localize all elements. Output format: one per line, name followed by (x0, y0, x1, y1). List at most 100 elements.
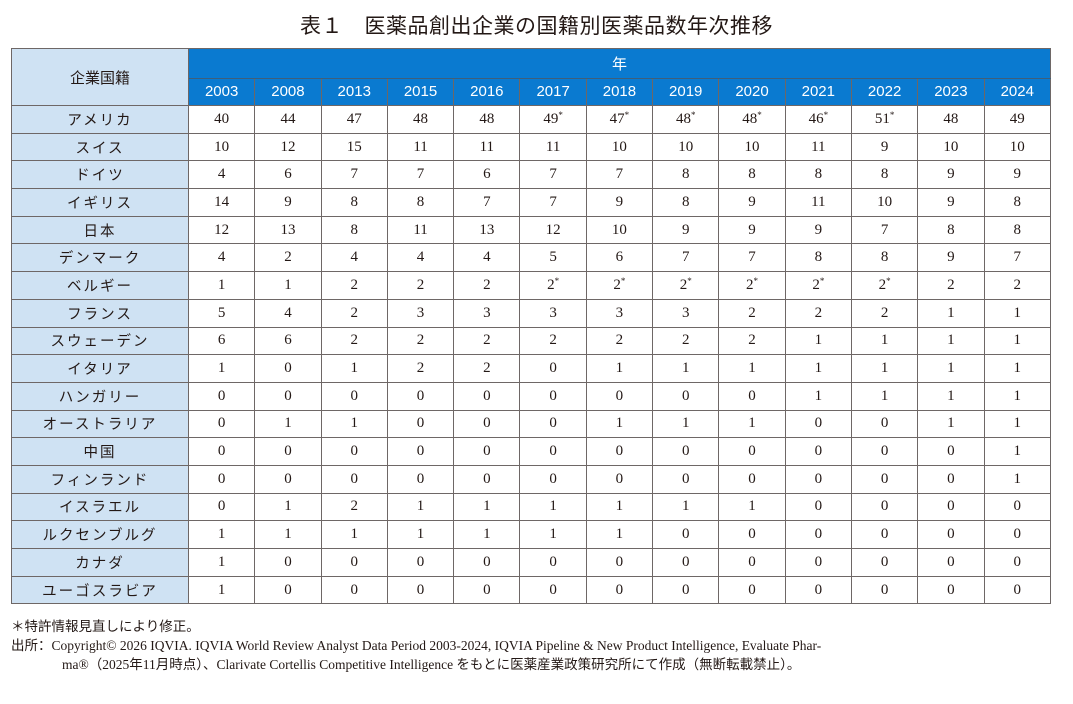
value-cell: 1 (585, 520, 654, 549)
value-cell: 0 (453, 437, 521, 466)
value-cell: 14 (187, 188, 256, 217)
value-cell: 1 (983, 381, 1052, 411)
value-cell: 1 (254, 520, 322, 549)
year-header-2021: 2021 (784, 77, 852, 107)
value-cell: 2 (386, 271, 455, 300)
country-name-cell: オーストラリア (11, 409, 189, 439)
value-cell: 1 (917, 381, 985, 411)
value-cell: 0 (254, 437, 322, 466)
value-cell: 46* (784, 105, 852, 134)
value-cell: 1 (983, 298, 1052, 328)
revision-asterisk: * (624, 109, 630, 120)
value-cell: 1 (983, 437, 1052, 466)
value-cell: 47* (585, 105, 654, 134)
value-cell: 9 (917, 188, 985, 217)
year-header-2008: 2008 (254, 77, 322, 107)
value-cell: 0 (453, 464, 521, 494)
value-cell: 4 (453, 243, 521, 273)
revision-asterisk: * (757, 109, 762, 120)
value-cell: 51* (850, 105, 919, 134)
value-cell: 2 (320, 298, 388, 328)
value-cell: 0 (652, 520, 720, 549)
value-cell: 49 (983, 105, 1052, 134)
value-cell: 0 (254, 464, 322, 494)
value-cell: 8 (784, 243, 852, 273)
value-cell: 7 (718, 243, 786, 273)
year-header-2017: 2017 (519, 77, 587, 107)
value-cell: 0 (652, 548, 720, 577)
value-cell: 0 (784, 548, 852, 577)
value-cell: 1 (718, 492, 786, 522)
value-cell: 0 (254, 381, 322, 411)
country-name-cell: 中国 (11, 437, 189, 466)
value-cell: 1 (320, 520, 388, 549)
table-row: イスラエル 0 1 2 1 1 1 1 1 1 0 0 0 0 (11, 492, 1052, 522)
source-line-2: ma®（2025年11月時点）、Clarivate Cortellis Comp… (62, 657, 801, 672)
value-cell: 7 (386, 160, 455, 190)
drug-count-by-nationality-table: 企業国籍 年 2003 2008 2013 2015 2016 2017 2018 2019 2… (11, 48, 1052, 605)
value-cell: 2 (320, 492, 388, 522)
table-row: アメリカ 40 44 47 48 48 49* 47* 48* 48* 46* 51* 48 49 (11, 105, 1052, 134)
value-cell: 1 (917, 326, 985, 356)
value-cell: 0 (983, 548, 1052, 577)
table-row: ユーゴスラビア 1 0 0 0 0 0 0 0 0 0 0 0 0 (11, 575, 1052, 605)
value-cell: 2 (320, 326, 388, 356)
value-cell: 1 (585, 492, 654, 522)
value-cell: 40 (187, 105, 256, 134)
value-cell: 49* (519, 105, 587, 134)
year-header-2024: 2024 (983, 77, 1052, 107)
value-cell: 6 (585, 243, 654, 273)
value-cell: 0 (453, 381, 521, 411)
country-name-cell: カナダ (11, 548, 189, 577)
value-cell: 0 (983, 575, 1052, 605)
value-cell: 10 (585, 132, 654, 162)
value-cell: 1 (850, 381, 919, 411)
value-cell: 0 (784, 575, 852, 605)
value-cell: 10 (917, 132, 985, 162)
value-cell: 9 (585, 188, 654, 217)
country-name-cell: イスラエル (11, 492, 189, 522)
year-header-2016: 2016 (453, 77, 521, 107)
value-cell: 0 (718, 548, 786, 577)
value-cell: 9 (917, 243, 985, 273)
value-cell: 1 (718, 409, 786, 439)
value-cell: 1 (784, 354, 852, 383)
value-cell: 0 (983, 520, 1052, 549)
value-cell: 0 (850, 437, 919, 466)
value-cell: 0 (850, 409, 919, 439)
value-cell: 10 (850, 188, 919, 217)
value-cell: 0 (254, 548, 322, 577)
value-cell: 0 (453, 548, 521, 577)
value-cell: 7 (652, 243, 720, 273)
value-cell: 2 (453, 354, 521, 383)
value-cell: 3 (453, 298, 521, 328)
value-cell: 0 (652, 381, 720, 411)
country-name-cell: デンマーク (11, 243, 189, 273)
value-cell: 1 (983, 326, 1052, 356)
table-row: ドイツ 4 6 7 7 6 7 7 8 8 8 8 9 9 (11, 160, 1052, 190)
value-cell: 0 (652, 437, 720, 466)
table-row: ハンガリー 0 0 0 0 0 0 0 0 0 1 1 1 1 (11, 381, 1052, 411)
value-cell: 7 (320, 160, 388, 190)
value-cell: 2* (652, 271, 720, 300)
value-cell: 0 (585, 548, 654, 577)
value-cell: 8 (386, 188, 455, 217)
value-cell: 6 (453, 160, 521, 190)
value-cell: 3 (585, 298, 654, 328)
value-cell: 0 (850, 464, 919, 494)
value-cell: 0 (652, 464, 720, 494)
value-cell: 11 (519, 132, 587, 162)
value-cell: 0 (917, 464, 985, 494)
value-cell: 8 (850, 243, 919, 273)
country-name-cell: ユーゴスラビア (11, 575, 189, 605)
value-cell: 1 (983, 354, 1052, 383)
value-cell: 0 (917, 548, 985, 577)
value-cell: 2* (718, 271, 786, 300)
value-cell: 1 (585, 354, 654, 383)
table-row: カナダ 1 0 0 0 0 0 0 0 0 0 0 0 0 (11, 548, 1052, 577)
value-cell: 8 (652, 188, 720, 217)
value-cell: 0 (386, 548, 455, 577)
value-cell: 1 (187, 271, 256, 300)
value-cell: 0 (519, 354, 587, 383)
value-cell: 6 (254, 326, 322, 356)
